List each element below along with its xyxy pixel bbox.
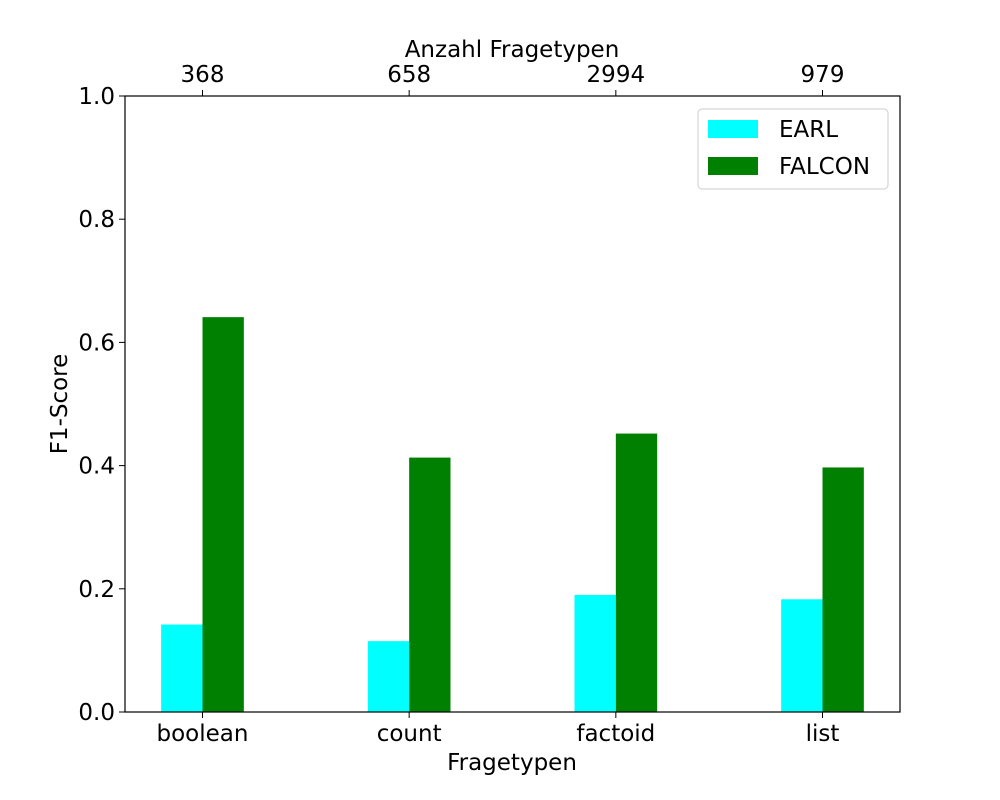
- x-tick-label-list: list: [806, 721, 840, 747]
- top-tick-label: 979: [801, 62, 845, 88]
- legend-swatch-falcon: [708, 157, 758, 175]
- top-tick-label: 2994: [587, 62, 646, 88]
- plot-frame: [124, 95, 901, 713]
- legend-swatch-earl: [708, 120, 758, 138]
- y-axis-ticks: 0.0 0.2 0.4 0.6 0.8 1.0: [78, 84, 125, 726]
- bar-earl-boolean: [161, 624, 203, 712]
- legend-label-falcon: FALCON: [779, 154, 870, 180]
- y-tick-label: 0.0: [78, 700, 115, 726]
- x-tick-label-count: count: [377, 721, 442, 747]
- x-axis-label: Fragetypen: [447, 750, 577, 776]
- y-tick-label: 0.8: [78, 207, 115, 233]
- y-tick-label: 0.4: [78, 454, 115, 480]
- top-tick-label: 368: [181, 62, 225, 88]
- bar-earl-count: [367, 641, 410, 712]
- bar-earl-factoid: [574, 594, 616, 712]
- bar-falcon-list: [822, 467, 864, 712]
- bar-falcon-boolean: [202, 317, 244, 712]
- x-tick-label-boolean: boolean: [157, 721, 249, 747]
- x-axis-ticks: boolean count factoid list: [157, 712, 840, 747]
- legend-label-earl: EARL: [779, 117, 838, 143]
- y-tick-label: 0.2: [78, 577, 115, 603]
- y-tick-label: 0.6: [78, 330, 115, 356]
- top-axis-label: Anzahl Fragetypen: [405, 37, 620, 63]
- top-axis-ticks: 368 658 2994 979: [181, 62, 845, 96]
- legend: EARL FALCON: [697, 108, 889, 190]
- y-axis-label: F1-Score: [47, 354, 73, 455]
- bar-earl-list: [781, 599, 823, 712]
- top-tick-label: 658: [387, 62, 431, 88]
- bar-falcon-count: [409, 457, 451, 712]
- y-tick-label: 1.0: [78, 84, 115, 110]
- bars-group: [161, 317, 864, 712]
- bar-falcon-factoid: [615, 433, 658, 712]
- x-tick-label-factoid: factoid: [576, 721, 655, 747]
